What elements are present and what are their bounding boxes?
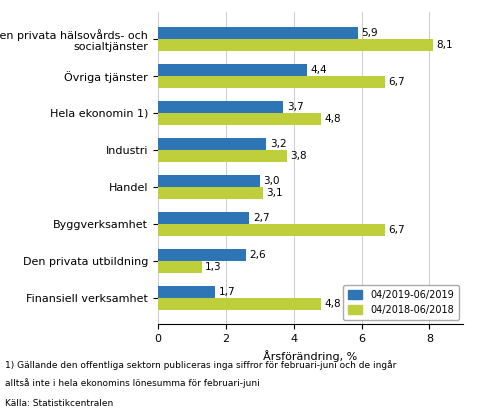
Bar xyxy=(158,27,358,39)
Bar xyxy=(158,286,215,298)
Text: 6,7: 6,7 xyxy=(388,225,405,235)
Text: 2,6: 2,6 xyxy=(249,250,266,260)
Text: 4,4: 4,4 xyxy=(311,65,327,75)
Bar xyxy=(158,187,263,199)
Text: 6,7: 6,7 xyxy=(388,77,405,87)
X-axis label: Årsförändring, %: Årsförändring, % xyxy=(263,350,358,362)
Bar xyxy=(158,76,386,88)
Bar xyxy=(158,298,321,310)
Text: 4,8: 4,8 xyxy=(324,114,341,124)
Bar xyxy=(158,224,386,236)
Text: 1,7: 1,7 xyxy=(219,287,236,297)
Text: 4,8: 4,8 xyxy=(324,299,341,309)
Bar xyxy=(158,138,266,150)
Text: 3,0: 3,0 xyxy=(263,176,280,186)
Text: 3,2: 3,2 xyxy=(270,139,286,149)
Bar xyxy=(158,39,433,51)
Bar xyxy=(158,212,249,224)
Bar xyxy=(158,249,246,261)
Bar xyxy=(158,113,321,125)
Bar xyxy=(158,101,283,113)
Bar xyxy=(158,64,307,76)
Text: 1) Gällande den offentliga sektorn publiceras inga siffror för februari-juni och: 1) Gällande den offentliga sektorn publi… xyxy=(5,360,396,370)
Bar xyxy=(158,175,260,187)
Text: 8,1: 8,1 xyxy=(436,40,453,50)
Legend: 04/2019-06/2019, 04/2018-06/2018: 04/2019-06/2019, 04/2018-06/2018 xyxy=(343,285,458,319)
Bar xyxy=(158,261,202,273)
Text: 2,7: 2,7 xyxy=(253,213,270,223)
Text: 3,7: 3,7 xyxy=(287,102,303,112)
Text: Källa: Statistikcentralen: Källa: Statistikcentralen xyxy=(5,399,113,409)
Text: alltså inte i hela ekonomins lönesumma för februari-juni: alltså inte i hela ekonomins lönesumma f… xyxy=(5,379,260,389)
Text: 3,1: 3,1 xyxy=(266,188,283,198)
Bar xyxy=(158,150,287,162)
Text: 1,3: 1,3 xyxy=(205,262,222,272)
Text: 5,9: 5,9 xyxy=(361,28,378,38)
Text: 3,8: 3,8 xyxy=(290,151,307,161)
